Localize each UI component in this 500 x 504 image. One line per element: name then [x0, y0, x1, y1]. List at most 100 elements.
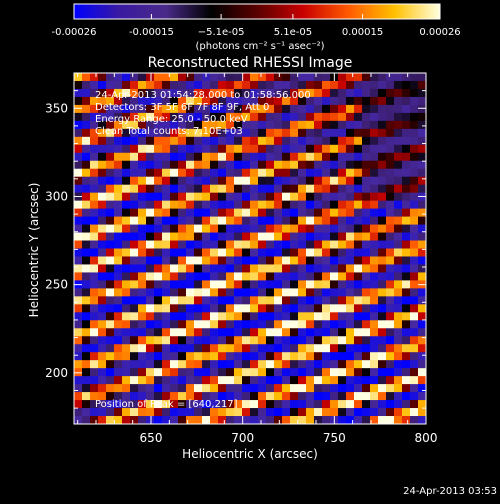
heatmap-cell — [202, 272, 211, 282]
heatmap-cell — [250, 73, 259, 82]
heatmap-cell — [226, 128, 235, 138]
heatmap-cell — [250, 360, 259, 369]
heatmap-cell — [330, 200, 339, 210]
heatmap-cell — [386, 256, 395, 266]
heatmap-cell — [138, 80, 147, 90]
heatmap-cell — [170, 224, 179, 234]
heatmap-cell — [378, 392, 387, 401]
heatmap-cell — [266, 376, 275, 385]
heatmap-cell — [74, 408, 83, 417]
heatmap-cell — [282, 192, 291, 202]
heatmap-cell — [162, 408, 171, 417]
heatmap-cell — [234, 160, 243, 170]
heatmap-cell — [250, 384, 259, 393]
heatmap-cell — [194, 416, 203, 424]
heatmap-cell — [162, 352, 171, 361]
heatmap-cell — [162, 376, 171, 385]
heatmap-cell — [234, 360, 243, 369]
heatmap-cell — [274, 344, 283, 353]
heatmap-cell — [106, 160, 115, 170]
heatmap-cell — [154, 328, 163, 337]
heatmap-cell — [226, 144, 235, 154]
heatmap-cell — [106, 416, 115, 424]
heatmap-cell — [210, 200, 219, 210]
heatmap-cell — [138, 112, 147, 122]
heatmap-cell — [138, 144, 147, 154]
heatmap-cell — [146, 320, 155, 329]
heatmap-cell — [130, 296, 139, 305]
heatmap-cell — [170, 280, 179, 289]
heatmap-cell — [218, 376, 227, 385]
heatmap-cell — [418, 216, 426, 226]
heatmap-cell — [338, 152, 347, 162]
heatmap-cell — [226, 360, 235, 369]
heatmap-cell — [186, 296, 195, 305]
heatmap-cell — [114, 312, 123, 321]
heatmap-cell — [410, 184, 419, 194]
heatmap-cell — [282, 136, 291, 146]
heatmap-cell — [298, 344, 307, 353]
heatmap-cell — [354, 296, 363, 305]
heatmap-cell — [210, 296, 219, 305]
heatmap-cell — [322, 96, 331, 106]
heatmap-cell — [226, 264, 235, 274]
heatmap-cell — [386, 280, 395, 289]
heatmap-cell — [306, 80, 315, 90]
heatmap-cell — [178, 112, 187, 122]
heatmap-cell — [378, 184, 387, 194]
heatmap-cell — [258, 216, 267, 226]
heatmap-cell — [258, 336, 267, 345]
heatmap-cell — [338, 176, 347, 186]
heatmap-cell — [74, 96, 83, 106]
heatmap-cell — [298, 328, 307, 337]
heatmap-cell — [418, 152, 426, 162]
heatmap-cell — [98, 208, 107, 218]
heatmap-cell — [330, 384, 339, 393]
heatmap-cell — [234, 73, 243, 82]
heatmap-cell — [122, 416, 131, 424]
heatmap-cell — [186, 312, 195, 321]
heatmap-cell — [154, 272, 163, 282]
heatmap-cell — [226, 312, 235, 321]
heatmap-cell — [266, 408, 275, 417]
heatmap-cell — [242, 384, 251, 393]
heatmap-cell — [114, 352, 123, 361]
heatmap-cell — [418, 336, 426, 345]
heatmap-cell — [82, 112, 91, 122]
heatmap-cell — [202, 104, 211, 114]
heatmap-cell — [74, 216, 83, 226]
heatmap-cell — [154, 392, 163, 401]
heatmap-cell — [106, 240, 115, 250]
heatmap-cell — [266, 104, 275, 114]
heatmap-cell — [386, 264, 395, 274]
heatmap-cell — [346, 80, 355, 90]
heatmap-cell — [242, 128, 251, 138]
heatmap-cell — [114, 88, 123, 98]
heatmap-cell — [154, 264, 163, 274]
heatmap-cell — [418, 224, 426, 234]
heatmap-cell — [82, 280, 91, 289]
heatmap-cell — [82, 168, 91, 178]
heatmap-cell — [394, 248, 403, 258]
heatmap-cell — [82, 408, 91, 417]
heatmap-cell — [242, 360, 251, 369]
heatmap-cell — [410, 312, 419, 321]
heatmap-cell — [82, 304, 91, 313]
heatmap-cell — [386, 376, 395, 385]
heatmap-cell — [98, 352, 107, 361]
heatmap-cell — [362, 160, 371, 170]
heatmap-cell — [138, 352, 147, 361]
heatmap-cell — [170, 376, 179, 385]
heatmap-cell — [306, 320, 315, 329]
heatmap-cell — [146, 336, 155, 345]
heatmap-cell — [154, 176, 163, 186]
heatmap-cell — [314, 120, 323, 130]
heatmap-cell — [346, 392, 355, 401]
heatmap-cell — [202, 288, 211, 297]
heatmap-cell — [250, 184, 259, 194]
heatmap-cell — [146, 120, 155, 130]
heatmap-cell — [138, 184, 147, 194]
heatmap-cell — [378, 192, 387, 202]
heatmap-cell — [354, 256, 363, 266]
heatmap-cell — [114, 216, 123, 226]
